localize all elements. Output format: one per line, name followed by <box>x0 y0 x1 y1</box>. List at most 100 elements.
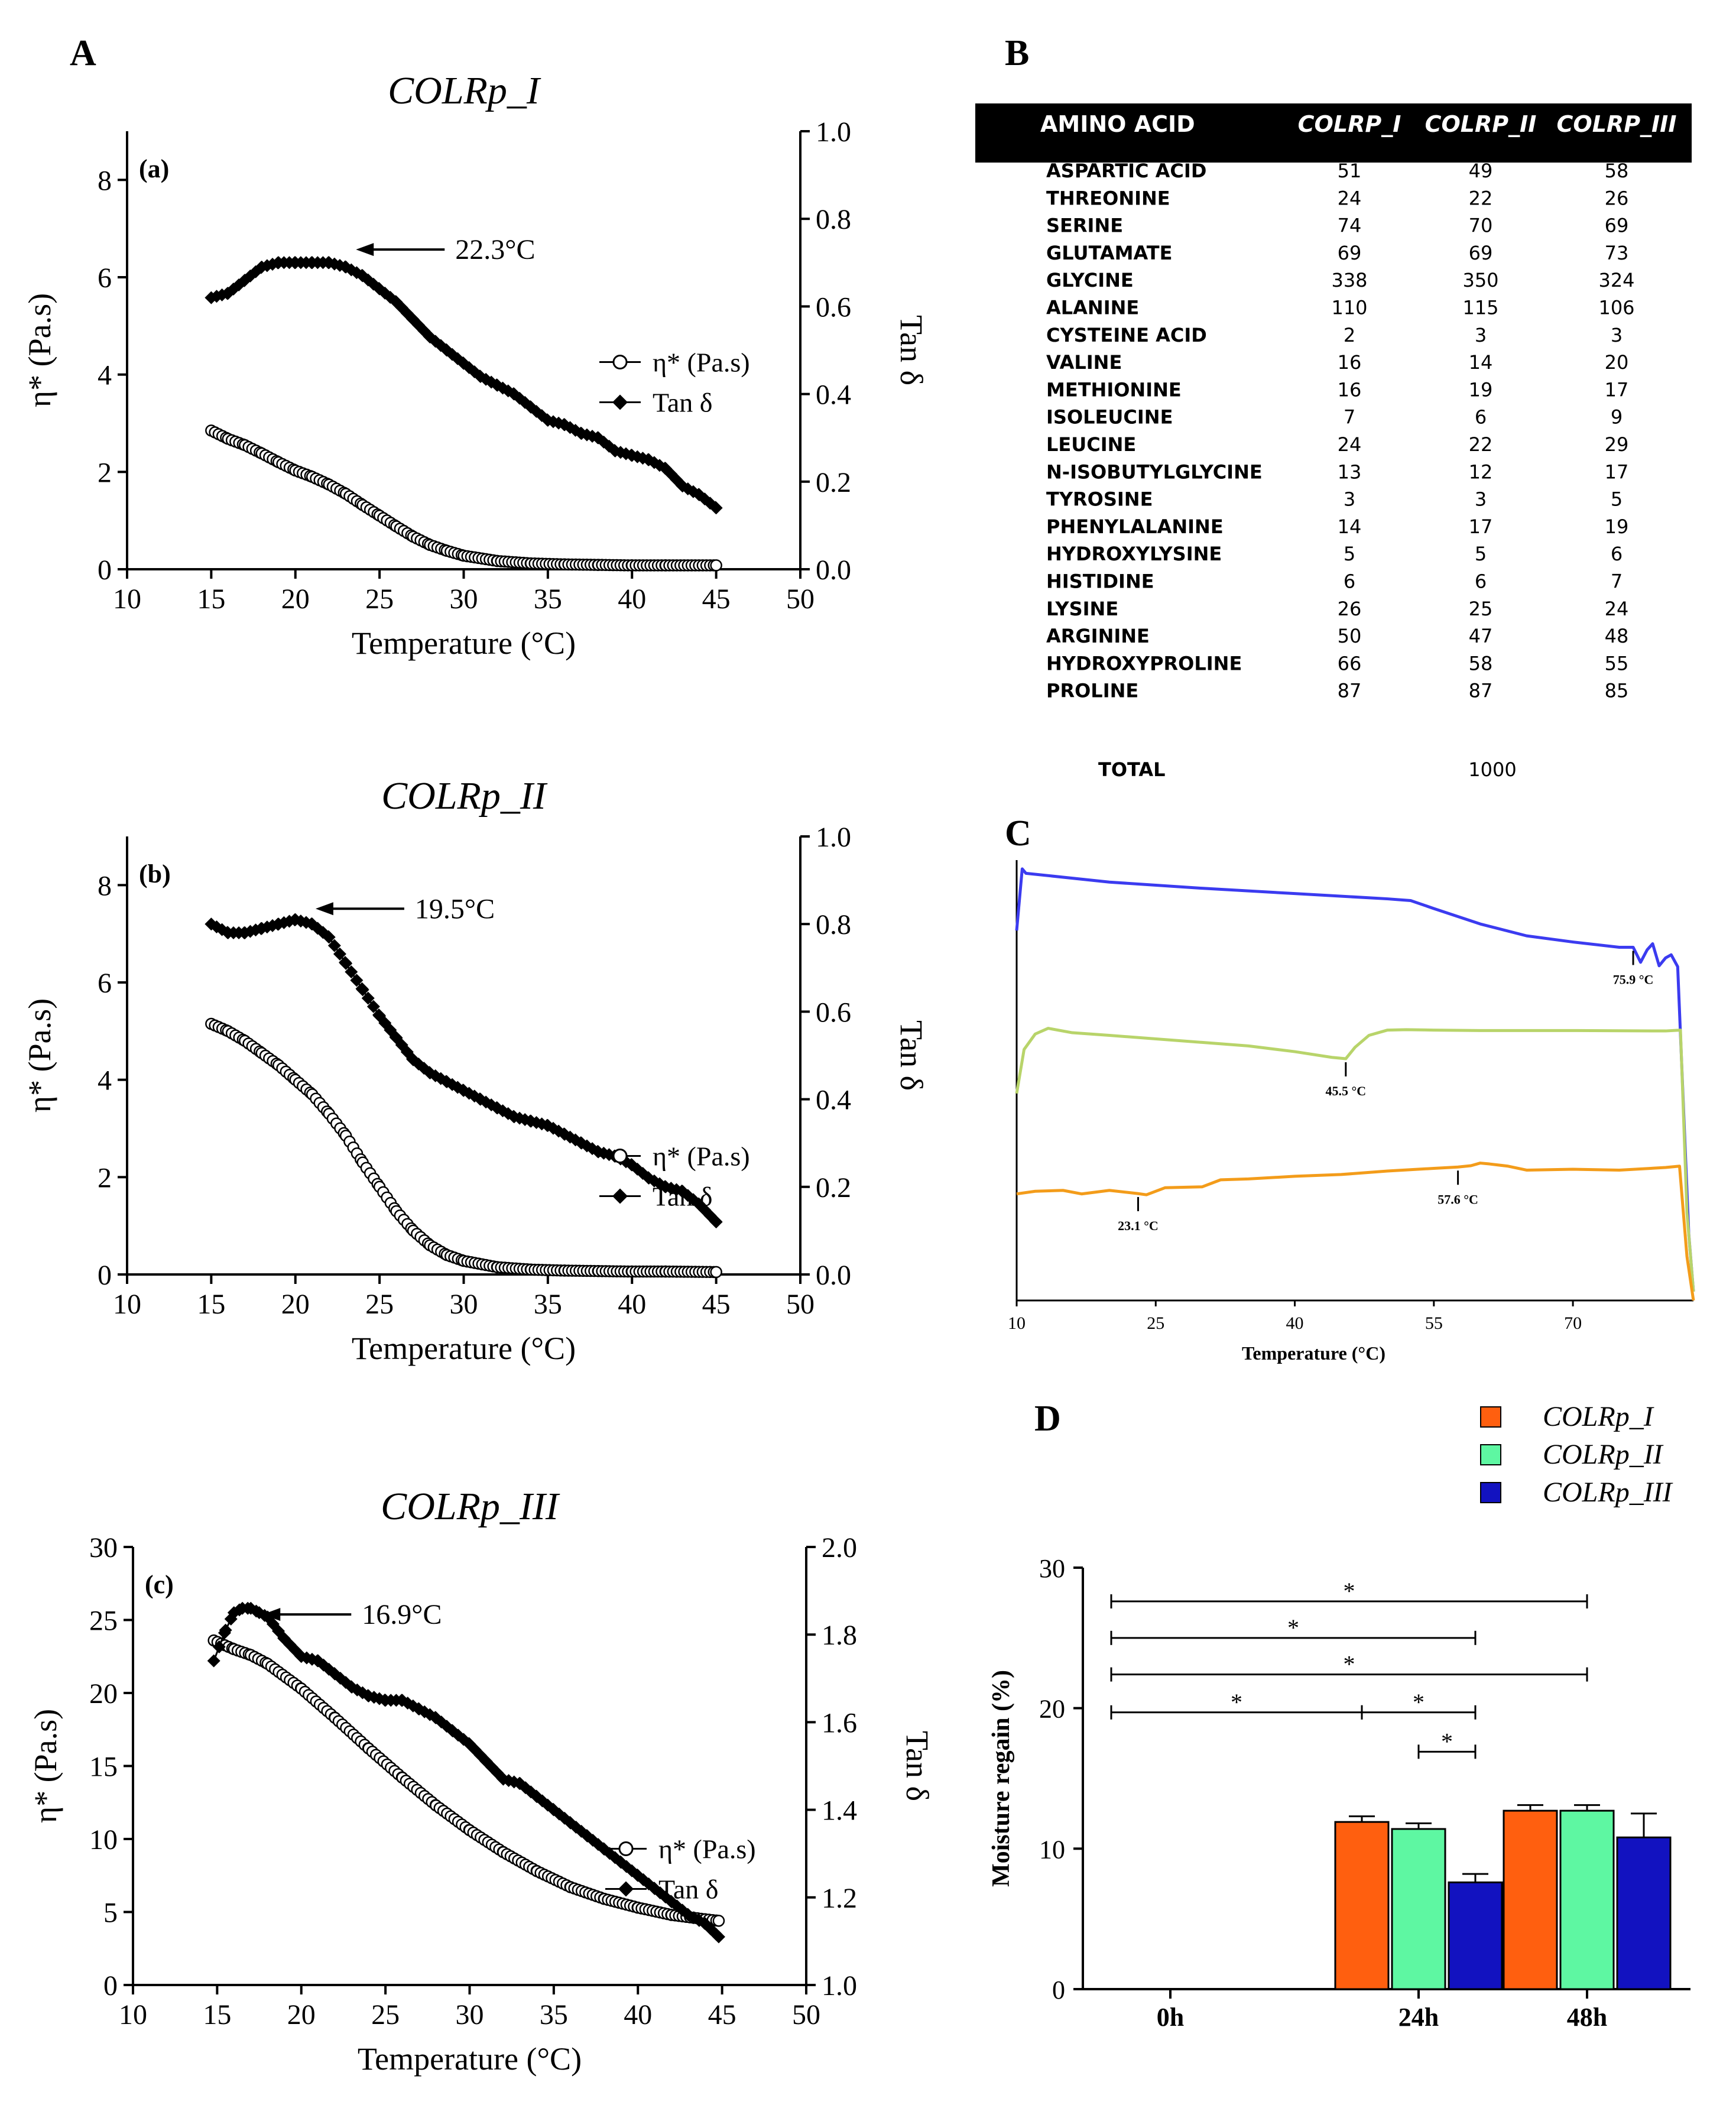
table-cell: 115 <box>1462 297 1498 319</box>
table-row-label: ARGININE <box>1046 625 1150 647</box>
table-cell: 16 <box>1338 378 1362 401</box>
dsc-curve-green <box>1015 1027 1695 1292</box>
y-left-tick-label: 4 <box>98 1065 112 1097</box>
subplot-label: (b) <box>139 859 171 888</box>
moisture-regain-chart: COLRp_I COLRp_II COLRp_III 0 10 20 30 Moisture … <box>988 1401 1690 2032</box>
y-left-tick-label: 2 <box>98 1162 112 1193</box>
x-tick-label: 25 <box>365 1289 394 1320</box>
significance-star: * <box>1441 1728 1453 1754</box>
significance-star: * <box>1344 1651 1355 1678</box>
table-cell: 47 <box>1469 625 1493 647</box>
legend-label-tan: Tan δ <box>653 388 712 418</box>
table-cell: 338 <box>1331 269 1367 291</box>
y-left-tick-label: 0 <box>98 1260 112 1291</box>
table-cell: 25 <box>1469 598 1493 620</box>
legend-label-tan: Tan δ <box>658 1874 718 1905</box>
x-tick-label: 40 <box>618 1289 646 1320</box>
tan-delta-marker <box>322 930 336 944</box>
table-cell: 26 <box>1605 187 1629 209</box>
y-left-axis-label: η* (Pa.s) <box>28 1709 63 1823</box>
x-tick-label: 15 <box>197 583 225 615</box>
table-cell: 69 <box>1338 242 1362 264</box>
dsc-x-axis-label: Temperature (°C) <box>1242 1342 1385 1364</box>
x-tick-label: 20 <box>287 1999 316 2031</box>
table-cell: 5 <box>1611 488 1623 511</box>
x-axis-label: Temperature (°C) <box>352 1331 576 1366</box>
tan-delta-marker <box>207 1654 220 1668</box>
tan-delta-marker <box>361 991 375 1005</box>
legend-label-tan: Tan δ <box>653 1182 712 1212</box>
y-left-tick-label: 0 <box>98 554 112 586</box>
table-cell: 2 <box>1344 324 1355 346</box>
series-line <box>210 1023 716 1273</box>
table-row-label: N-ISOBUTYLGLYCINE <box>1046 460 1263 483</box>
y-right-axis-label: Tan δ <box>900 1731 935 1801</box>
table-cell: 58 <box>1469 652 1493 674</box>
x-tick-label: 50 <box>786 583 815 615</box>
table-cell: 9 <box>1611 406 1623 429</box>
x-tick-label: 50 <box>786 1289 815 1320</box>
chart-title: COLRp_II <box>381 774 548 818</box>
bar-x-tick-label: 0h <box>1157 2003 1184 2032</box>
legend-label: COLRp_III <box>1543 1477 1673 1508</box>
x-tick-label: 15 <box>197 1289 225 1320</box>
table-header-cell: COLRP_II <box>1425 111 1537 137</box>
x-tick-label: 25 <box>371 1999 400 2031</box>
x-tick-label: 45 <box>702 1289 731 1320</box>
x-tick-label: 35 <box>534 1289 562 1320</box>
y-right-tick-label: 1.2 <box>822 1883 857 1914</box>
eta-marker <box>710 559 722 572</box>
x-tick-label: 35 <box>534 583 562 615</box>
table-cell: 13 <box>1338 460 1362 483</box>
table-header-bar <box>975 103 1692 163</box>
legend-marker-eta <box>612 1149 628 1163</box>
table-cell: 17 <box>1469 515 1493 538</box>
table-row-label: SERINE <box>1046 215 1123 237</box>
significance-star: * <box>1287 1614 1299 1641</box>
table-row-label: THREONINE <box>1046 187 1170 209</box>
x-tick-label: 10 <box>113 583 141 615</box>
table-row-label: ASPARTIC ACID <box>1046 160 1206 182</box>
table-row-label: LYSINE <box>1046 598 1118 620</box>
y-left-tick-label: 4 <box>98 360 112 391</box>
table-cell: 87 <box>1338 680 1362 702</box>
eta-marker <box>710 1266 722 1279</box>
panel-label-d: D <box>1034 1399 1061 1439</box>
y-right-tick-label: 0.6 <box>816 997 851 1028</box>
x-axis-label: Temperature (°C) <box>352 625 576 661</box>
tan-delta-marker <box>356 983 369 997</box>
dsc-x-tick-label: 55 <box>1425 1313 1443 1333</box>
table-row-label: VALINE <box>1046 351 1122 374</box>
legend-label-eta: η* (Pa.s) <box>653 1141 750 1172</box>
bar-COLRp_III-48h <box>1616 1836 1672 1990</box>
table-cell: 26 <box>1338 598 1362 620</box>
table-row-label: METHIONINE <box>1046 378 1182 401</box>
table-row-label: PHENYLALANINE <box>1046 515 1224 538</box>
y-right-tick-label: 0.4 <box>816 380 851 411</box>
subplot-label: (c) <box>145 1570 174 1599</box>
annotation-arrowhead <box>356 243 374 257</box>
x-tick-label: 50 <box>792 1999 820 2031</box>
table-row-label: TYROSINE <box>1046 488 1153 511</box>
significance-star: * <box>1413 1689 1425 1715</box>
table-cell: 350 <box>1462 269 1498 291</box>
y-left-tick-label: 30 <box>89 1532 118 1564</box>
tan-delta-marker <box>339 956 353 970</box>
legend-marker-tan <box>618 1881 634 1897</box>
table-cell: 324 <box>1598 269 1634 291</box>
table-cell: 5 <box>1475 543 1487 565</box>
y-left-axis-label: η* (Pa.s) <box>22 998 57 1112</box>
tan-delta-marker <box>212 1640 226 1653</box>
bar-y-axis-label: Moisture regain (%) <box>988 1670 1015 1887</box>
tan-delta-marker <box>709 1215 723 1229</box>
table-cell: 17 <box>1605 460 1629 483</box>
x-tick-label: 25 <box>365 583 394 615</box>
y-left-tick-label: 20 <box>89 1678 118 1710</box>
y-left-tick-label: 0 <box>103 1970 118 2002</box>
tan-delta-marker <box>366 1000 380 1013</box>
tan-delta-marker <box>219 1623 232 1637</box>
y-left-tick-label: 5 <box>103 1898 118 1929</box>
x-tick-label: 40 <box>624 1999 652 2031</box>
table-cell: 14 <box>1469 351 1493 374</box>
chart-title: COLRp_I <box>388 69 541 112</box>
